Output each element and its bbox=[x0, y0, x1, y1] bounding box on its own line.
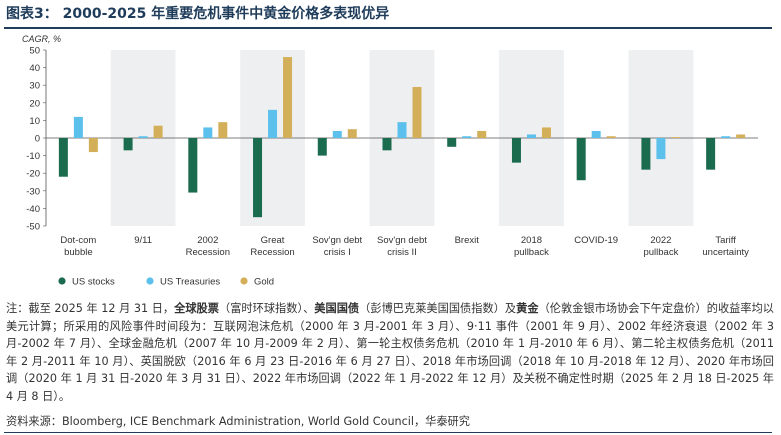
bar-us-treasuries bbox=[332, 130, 342, 138]
y-tick-label: -30 bbox=[26, 186, 40, 197]
y-tick-label: -20 bbox=[26, 169, 40, 180]
chart-legend: US stocks US Treasuries Gold bbox=[58, 277, 274, 288]
legend-label: Gold bbox=[254, 277, 274, 288]
x-category-label: COVID-19 bbox=[574, 235, 618, 246]
bottom-rule bbox=[4, 432, 772, 433]
bar-us-stocks bbox=[58, 138, 68, 177]
bar-us-treasuries bbox=[462, 136, 472, 138]
x-category-label: Brexit bbox=[455, 235, 480, 246]
x-category-label: 2022 pullback bbox=[643, 235, 678, 258]
bar-us-stocks bbox=[123, 138, 133, 151]
bar-us-treasuries bbox=[397, 122, 407, 138]
bar-gold bbox=[88, 138, 98, 153]
bar-us-stocks bbox=[641, 138, 651, 170]
x-category-label: Sov'gn debt crisis II bbox=[377, 235, 427, 258]
x-category-label: Tariff uncertainty bbox=[702, 235, 749, 258]
x-category-label: 2002 Recession bbox=[186, 235, 230, 258]
x-category-labels: Dot-com bubble 9/11 2002 Recession Great Reces… bbox=[60, 235, 749, 258]
y-tick-label: 40 bbox=[29, 63, 40, 74]
bar-us-stocks bbox=[447, 138, 457, 147]
y-tick-label: 0 bbox=[35, 134, 40, 145]
bar-us-stocks bbox=[706, 138, 716, 170]
legend-label: US stocks bbox=[72, 277, 115, 288]
bar-us-stocks bbox=[511, 138, 521, 163]
bar-gold bbox=[671, 137, 681, 138]
title-rule bbox=[4, 27, 772, 29]
y-tick-label: -40 bbox=[26, 204, 40, 215]
bar-us-stocks bbox=[253, 138, 263, 218]
bar-gold bbox=[283, 57, 293, 138]
bar-us-stocks bbox=[188, 138, 198, 193]
y-tick-label: 10 bbox=[29, 116, 40, 127]
bar-us-treasuries bbox=[656, 138, 666, 160]
y-tick-label: -50 bbox=[26, 222, 40, 233]
y-tick-label: 30 bbox=[29, 81, 40, 92]
bar-gold bbox=[412, 86, 422, 138]
notes-body: （伦敦金银市场协会下午定盘价）的收益率均以美元计算；所采用的风险事件时间段为：互… bbox=[6, 302, 774, 403]
y-tick-label: 20 bbox=[29, 98, 40, 109]
bar-gold bbox=[477, 130, 487, 138]
bar-us-stocks bbox=[317, 138, 327, 156]
notes-gold-label: 黄金 bbox=[516, 302, 539, 315]
x-category-label: Sov'gn debt crisis I bbox=[312, 235, 362, 258]
x-category-label: 2018 pullback bbox=[514, 235, 549, 258]
y-tick-label: -10 bbox=[26, 151, 40, 162]
bar-gold bbox=[218, 122, 228, 138]
bar-us-stocks bbox=[382, 138, 392, 151]
bar-us-treasuries bbox=[203, 127, 213, 138]
notes-treasuries-label: 美国国债 bbox=[314, 302, 360, 315]
bar-us-treasuries bbox=[721, 136, 731, 138]
bar-us-treasuries bbox=[73, 116, 83, 138]
notes-stocks-label: 全球股票 bbox=[174, 302, 219, 315]
bar-us-treasuries bbox=[268, 109, 278, 138]
x-category-label: Great Recession bbox=[250, 235, 294, 258]
notes-treasuries-desc: （彭博巴克莱美国国债指数）及 bbox=[359, 302, 517, 315]
figure-title: 图表3： 2000-2025 年重要危机事件中黄金价格多表现优异 bbox=[6, 6, 390, 22]
legend-label: US Treasuries bbox=[160, 277, 220, 288]
bar-gold bbox=[347, 129, 357, 138]
legend-marker bbox=[240, 277, 248, 285]
bar-us-treasuries bbox=[138, 136, 148, 138]
legend-marker bbox=[58, 277, 66, 285]
bar-gold bbox=[153, 125, 163, 138]
bar-gold bbox=[736, 134, 746, 138]
y-tick-label: 50 bbox=[29, 46, 40, 57]
notes-stocks-desc: （富时环球指数）、 bbox=[218, 302, 315, 315]
y-tick-labels: 50 40 30 20 10 0 -10 -20 -30 -40 -50 bbox=[26, 46, 46, 233]
bar-us-treasuries bbox=[591, 130, 601, 138]
bar-gold bbox=[606, 136, 616, 138]
figure-notes: 注：截至 2025 年 12 月 31 日，全球股票（富时环球指数）、美国国债（… bbox=[6, 300, 774, 405]
bar-us-stocks bbox=[576, 138, 586, 181]
chart-bars bbox=[58, 57, 746, 218]
bar-chart: 50 40 30 20 10 0 -10 -20 -30 -40 -50 Dot-com bubble… bbox=[22, 34, 758, 288]
bar-gold bbox=[541, 127, 551, 138]
notes-prefix: 注：截至 2025 年 12 月 31 日， bbox=[6, 302, 175, 315]
y-axis-label: CAGR, % bbox=[22, 34, 61, 44]
x-category-label: Dot-com bubble bbox=[60, 235, 96, 258]
figure-source: 资料来源：Bloomberg, ICE Benchmark Administra… bbox=[6, 415, 470, 428]
x-category-label: 9/11 bbox=[134, 235, 152, 246]
legend-marker bbox=[146, 277, 154, 285]
bar-us-treasuries bbox=[526, 134, 536, 138]
